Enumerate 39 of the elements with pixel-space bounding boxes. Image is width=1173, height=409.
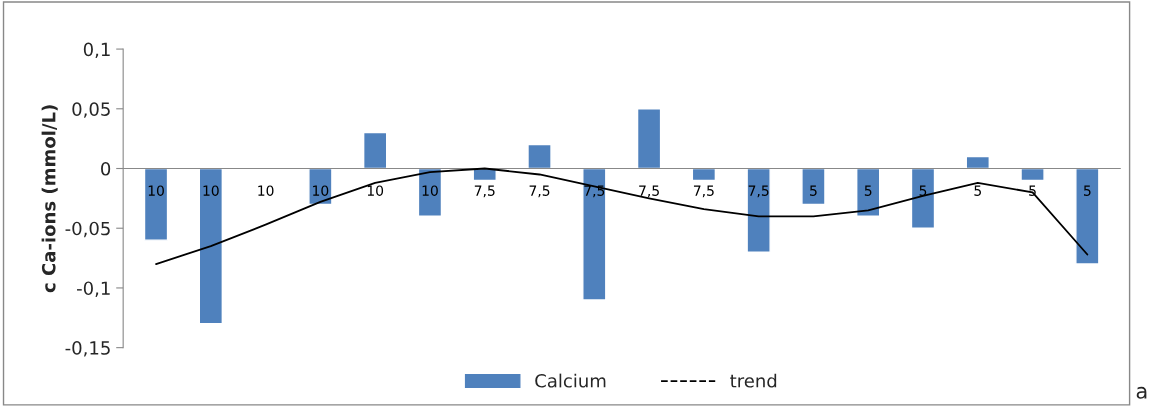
bar bbox=[527, 143, 552, 170]
x-tick-label: 10 bbox=[203, 185, 219, 196]
legend-label: trend bbox=[730, 373, 777, 388]
x-tick-label: 7,5 bbox=[639, 185, 659, 198]
bar bbox=[801, 167, 826, 206]
x-tick-label: 10 bbox=[367, 185, 384, 196]
x-tick-label: 10 bbox=[258, 185, 274, 196]
bar bbox=[582, 167, 607, 301]
bar bbox=[1075, 167, 1100, 265]
text: a bbox=[1136, 386, 1147, 399]
y-tick-label: -0,05 bbox=[65, 221, 110, 238]
bar bbox=[143, 167, 169, 241]
bar bbox=[746, 167, 771, 253]
y-tick-label: 0,05 bbox=[72, 102, 110, 118]
y-tick-label: -0,15 bbox=[65, 341, 110, 357]
x-tick-label: 7,5 bbox=[748, 185, 769, 198]
x-tick-label: 7,5 bbox=[693, 185, 714, 198]
bar bbox=[856, 167, 881, 217]
x-tick-label: 10 bbox=[148, 185, 164, 196]
bar bbox=[198, 167, 224, 325]
x-tick-label: 5 bbox=[864, 185, 872, 196]
y-tick-label: 0,1 bbox=[83, 42, 110, 59]
bar bbox=[308, 167, 333, 206]
x-tick-label: 7,5 bbox=[474, 185, 495, 198]
x-tick-label: 5 bbox=[974, 185, 981, 196]
x-tick-label: 5 bbox=[1084, 185, 1091, 196]
bar bbox=[1020, 167, 1045, 182]
x-tick-label: 7,5 bbox=[529, 185, 550, 198]
x-tick-label: 10 bbox=[422, 185, 438, 196]
y-axis-title: c Ca-ions (mmol/L) bbox=[41, 105, 58, 293]
y-tick-label: 0 bbox=[101, 161, 111, 176]
y-tick-label: -0,1 bbox=[77, 281, 110, 297]
bar bbox=[910, 167, 936, 229]
legend-label: Calcium bbox=[535, 373, 606, 388]
x-tick-label: 5 bbox=[810, 185, 817, 196]
x-tick-label: 5 bbox=[919, 185, 927, 196]
x-tick-label: 10 bbox=[313, 185, 329, 196]
bar bbox=[636, 108, 662, 170]
bar bbox=[362, 131, 388, 170]
